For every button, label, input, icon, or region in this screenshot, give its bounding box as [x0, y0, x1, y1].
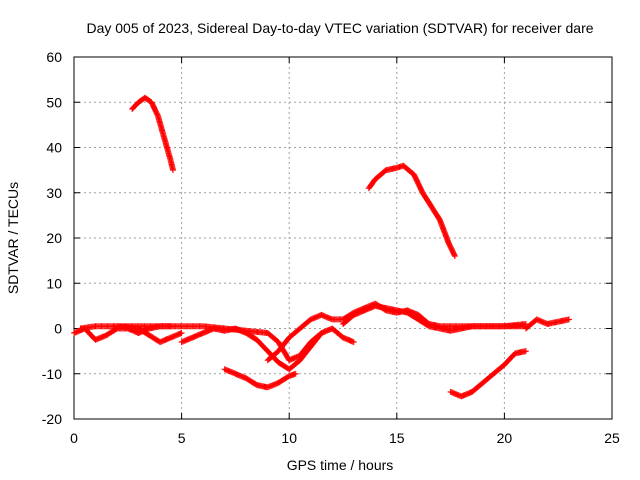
plot-frame [73, 56, 613, 420]
data-point-marker [170, 167, 176, 174]
x-axis-label: GPS time / hours [287, 457, 394, 473]
series-arc-8 [340, 302, 529, 334]
x-tick-label: 10 [281, 430, 297, 446]
data-point-marker [451, 253, 458, 260]
series-arc-9 [365, 162, 458, 260]
y-tick-label: -20 [42, 411, 62, 427]
data-point-marker [566, 316, 572, 323]
series-arc-4 [178, 325, 357, 373]
data-point-marker [350, 339, 357, 346]
y-tick-label: 10 [46, 275, 62, 291]
tick-labels: 0 5 10 15 20 25 -20 -10 0 10 20 30 40 50 60 [42, 49, 620, 446]
y-tick-label: 40 [46, 140, 62, 156]
y-tick-label: 50 [46, 94, 62, 110]
series-arc-6 [221, 366, 299, 391]
y-tick-label: 30 [46, 185, 62, 201]
y-tick-label: -10 [42, 366, 62, 382]
series-arc-10 [447, 348, 529, 400]
series-arc-11 [522, 316, 572, 332]
data-point-marker [292, 370, 299, 377]
chart-title: Day 005 of 2023, Sidereal Day-to-day VTE… [86, 20, 593, 36]
data-point-marker [522, 348, 529, 355]
y-axis-label: SDTVAR / TECUs [5, 182, 21, 294]
data-points [71, 94, 572, 400]
x-tick-label: 25 [604, 430, 620, 446]
x-tick-label: 0 [70, 430, 78, 446]
y-tick-label: 20 [46, 230, 62, 246]
series-arc-5 [129, 94, 176, 174]
x-tick-label: 5 [178, 430, 186, 446]
x-tick-label: 15 [389, 430, 405, 446]
y-tick-label: 60 [46, 49, 62, 65]
y-tick-label: 0 [54, 321, 62, 337]
data-point-marker [178, 330, 185, 336]
x-tick-label: 20 [497, 430, 513, 446]
